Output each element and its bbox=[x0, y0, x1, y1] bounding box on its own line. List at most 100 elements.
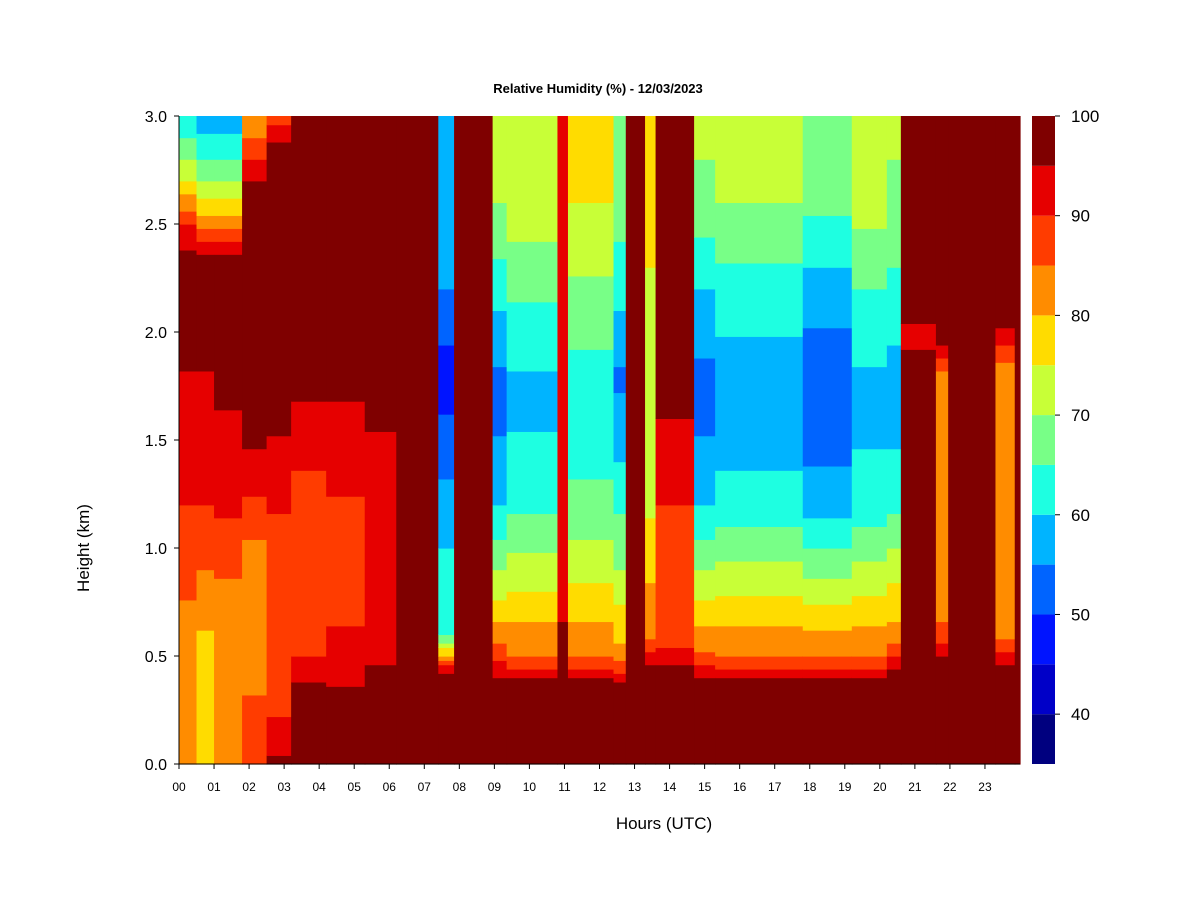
colorbar: 40 50 60 70 80 90 100 bbox=[1032, 107, 1099, 764]
heatmap-cell bbox=[995, 344, 1016, 363]
heatmap-cell bbox=[438, 673, 455, 765]
heatmap-cell bbox=[645, 267, 657, 519]
heatmap-cell bbox=[242, 694, 268, 765]
heatmap-cell bbox=[179, 159, 198, 182]
colorbar-swatch bbox=[1032, 514, 1055, 565]
heatmap-cell bbox=[567, 116, 615, 203]
y-tick-label: 0.5 bbox=[145, 649, 167, 666]
heatmap-cell bbox=[364, 431, 397, 666]
heatmap-cell bbox=[694, 569, 716, 601]
x-tick-label: 23 bbox=[978, 780, 992, 794]
heatmap-cell bbox=[557, 621, 569, 765]
heatmap-cell bbox=[506, 431, 559, 515]
heatmap-cell bbox=[214, 116, 243, 134]
y-tick-label: 1.0 bbox=[145, 541, 167, 558]
heatmap-cell bbox=[242, 448, 268, 497]
heatmap-cell bbox=[851, 656, 888, 670]
heatmap-cell bbox=[694, 664, 716, 679]
heatmap-cell bbox=[506, 241, 559, 303]
x-tick-label: 04 bbox=[312, 780, 326, 794]
heatmap-cell bbox=[266, 124, 292, 143]
heatmap-cell bbox=[645, 664, 657, 765]
heatmap-cell bbox=[694, 435, 716, 506]
x-tick-label: 06 bbox=[383, 780, 397, 794]
heatmap-cell bbox=[492, 202, 508, 260]
heatmap-cell bbox=[567, 656, 615, 670]
heatmap-cell bbox=[802, 215, 853, 268]
heatmap-cell bbox=[655, 504, 695, 648]
heatmap-cell bbox=[291, 116, 327, 402]
heatmap-cell bbox=[567, 202, 615, 277]
heatmap-cell bbox=[694, 236, 716, 290]
heatmap-cell bbox=[715, 677, 804, 765]
heatmap-cell bbox=[851, 677, 888, 765]
heatmap-cell bbox=[655, 647, 695, 666]
heatmap-cell bbox=[492, 366, 508, 437]
heatmap-cell bbox=[886, 267, 902, 346]
heatmap-cell bbox=[506, 116, 559, 242]
heatmap-cell bbox=[715, 668, 804, 679]
heatmap-cell bbox=[506, 668, 559, 679]
heatmap-cell bbox=[492, 258, 508, 311]
heatmap-cell bbox=[506, 301, 559, 372]
heatmap-cell bbox=[694, 116, 716, 160]
heatmap-cell bbox=[900, 116, 937, 324]
x-tick-label: 00 bbox=[172, 780, 186, 794]
heatmap-cell bbox=[995, 116, 1016, 329]
heatmap-cell bbox=[179, 137, 198, 160]
heatmap-cell bbox=[694, 159, 716, 238]
heatmap-cell bbox=[886, 159, 902, 268]
heatmap-cell bbox=[886, 643, 902, 657]
heatmap-cell bbox=[645, 517, 657, 584]
colorbar-swatch bbox=[1032, 415, 1055, 465]
heatmap-cell bbox=[802, 656, 853, 670]
heatmap-cell bbox=[935, 344, 949, 359]
heatmap-cell bbox=[715, 262, 804, 337]
heatmap-cell bbox=[179, 599, 198, 765]
heatmap-cell bbox=[567, 478, 615, 540]
heatmap-cell bbox=[886, 513, 902, 549]
heatmap-cell bbox=[438, 634, 455, 644]
heatmap-cell bbox=[886, 582, 902, 623]
heatmap-cell bbox=[935, 643, 949, 657]
heatmap-cell bbox=[492, 504, 508, 540]
heatmap-cell bbox=[396, 116, 439, 765]
x-tick-label: 10 bbox=[523, 780, 537, 794]
heatmap-cell bbox=[613, 681, 627, 765]
colorbar-swatch bbox=[1032, 564, 1055, 615]
heatmap-cell bbox=[196, 215, 215, 229]
heatmap-cell bbox=[506, 513, 559, 553]
heatmap-cell bbox=[694, 288, 716, 359]
heatmap-cell bbox=[567, 582, 615, 623]
heatmap-cell bbox=[567, 275, 615, 350]
heatmap-cell bbox=[326, 401, 366, 497]
heatmap-cell bbox=[694, 625, 716, 653]
heatmap-cell bbox=[948, 116, 997, 765]
heatmap-cell bbox=[802, 668, 853, 679]
heatmap-cell bbox=[196, 198, 215, 216]
heatmap-cell bbox=[242, 180, 268, 450]
heatmap-cell bbox=[179, 370, 198, 506]
x-tick-label: 07 bbox=[418, 780, 432, 794]
heatmap-cell bbox=[242, 116, 268, 139]
heatmap-cell bbox=[506, 591, 559, 623]
heatmap-cell bbox=[196, 228, 215, 242]
colorbar-swatch bbox=[1032, 165, 1055, 216]
heatmap-cell bbox=[557, 116, 569, 623]
heatmap-cell bbox=[492, 599, 508, 623]
heatmap-cell bbox=[196, 630, 215, 765]
heatmap-cell bbox=[645, 638, 657, 653]
heatmap-cell bbox=[266, 513, 292, 718]
heatmap-cell bbox=[851, 228, 888, 290]
heatmap-cell bbox=[266, 716, 292, 756]
heatmap-cell bbox=[995, 327, 1016, 346]
x-tick-label: 19 bbox=[838, 780, 852, 794]
colorbar-label: 100 bbox=[1071, 107, 1099, 126]
heatmap-cell bbox=[214, 159, 243, 182]
heatmap-cell bbox=[214, 409, 243, 519]
y-tick-label: 1.5 bbox=[145, 433, 167, 450]
heatmap-cell bbox=[438, 660, 455, 666]
colorbar-swatch bbox=[1032, 365, 1055, 416]
heatmap-cell bbox=[214, 241, 243, 255]
heatmap-cell bbox=[326, 625, 366, 687]
